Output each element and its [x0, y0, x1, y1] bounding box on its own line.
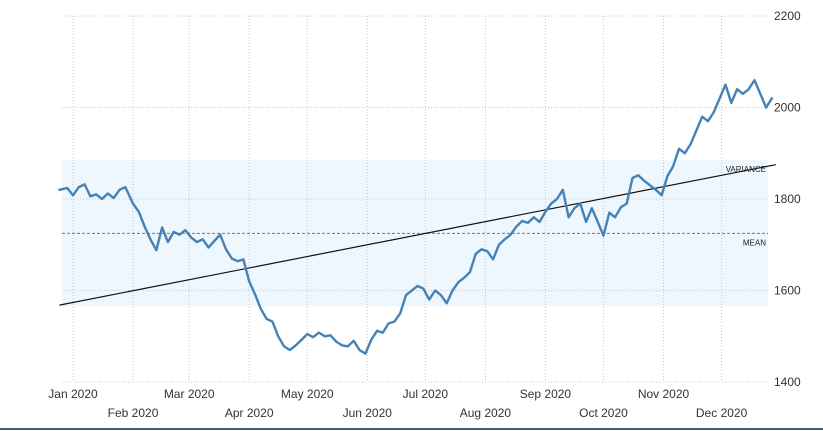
- series-layer: [58, 78, 774, 355]
- mean-label: MEAN: [743, 238, 766, 247]
- y-tick-label: 1800: [774, 192, 801, 206]
- y-axis-ticks: 1400 1600 1800 2000 2200: [774, 9, 801, 389]
- x-tick-label: Dec 2020: [696, 406, 748, 420]
- x-tick-label: Sep 2020: [520, 387, 572, 401]
- y-tick-label: 1400: [774, 375, 801, 389]
- y-tick-label: 2200: [774, 9, 801, 23]
- x-tick-label: Aug 2020: [460, 406, 512, 420]
- x-tick-label: Oct 2020: [579, 406, 628, 420]
- x-axis-ticks: Jan 2020 Feb 2020 Mar 2020 Apr 2020 May 2020…: [48, 387, 747, 420]
- x-tick-label: Jan 2020: [48, 387, 98, 401]
- x-tick-label: Nov 2020: [638, 387, 690, 401]
- x-tick-label: Jun 2020: [343, 406, 393, 420]
- series-line: [58, 78, 774, 355]
- variance-label: VARIANCE: [726, 165, 766, 174]
- x-tick-label: May 2020: [281, 387, 334, 401]
- x-tick-label: Mar 2020: [164, 387, 215, 401]
- bottom-rule: [0, 428, 823, 430]
- x-tick-label: Apr 2020: [225, 406, 274, 420]
- y-tick-label: 1600: [774, 284, 801, 298]
- y-tick-label: 2000: [774, 101, 801, 115]
- x-tick-label: Jul 2020: [403, 387, 449, 401]
- trend-line: [59, 164, 776, 306]
- x-tick-label: Feb 2020: [108, 406, 159, 420]
